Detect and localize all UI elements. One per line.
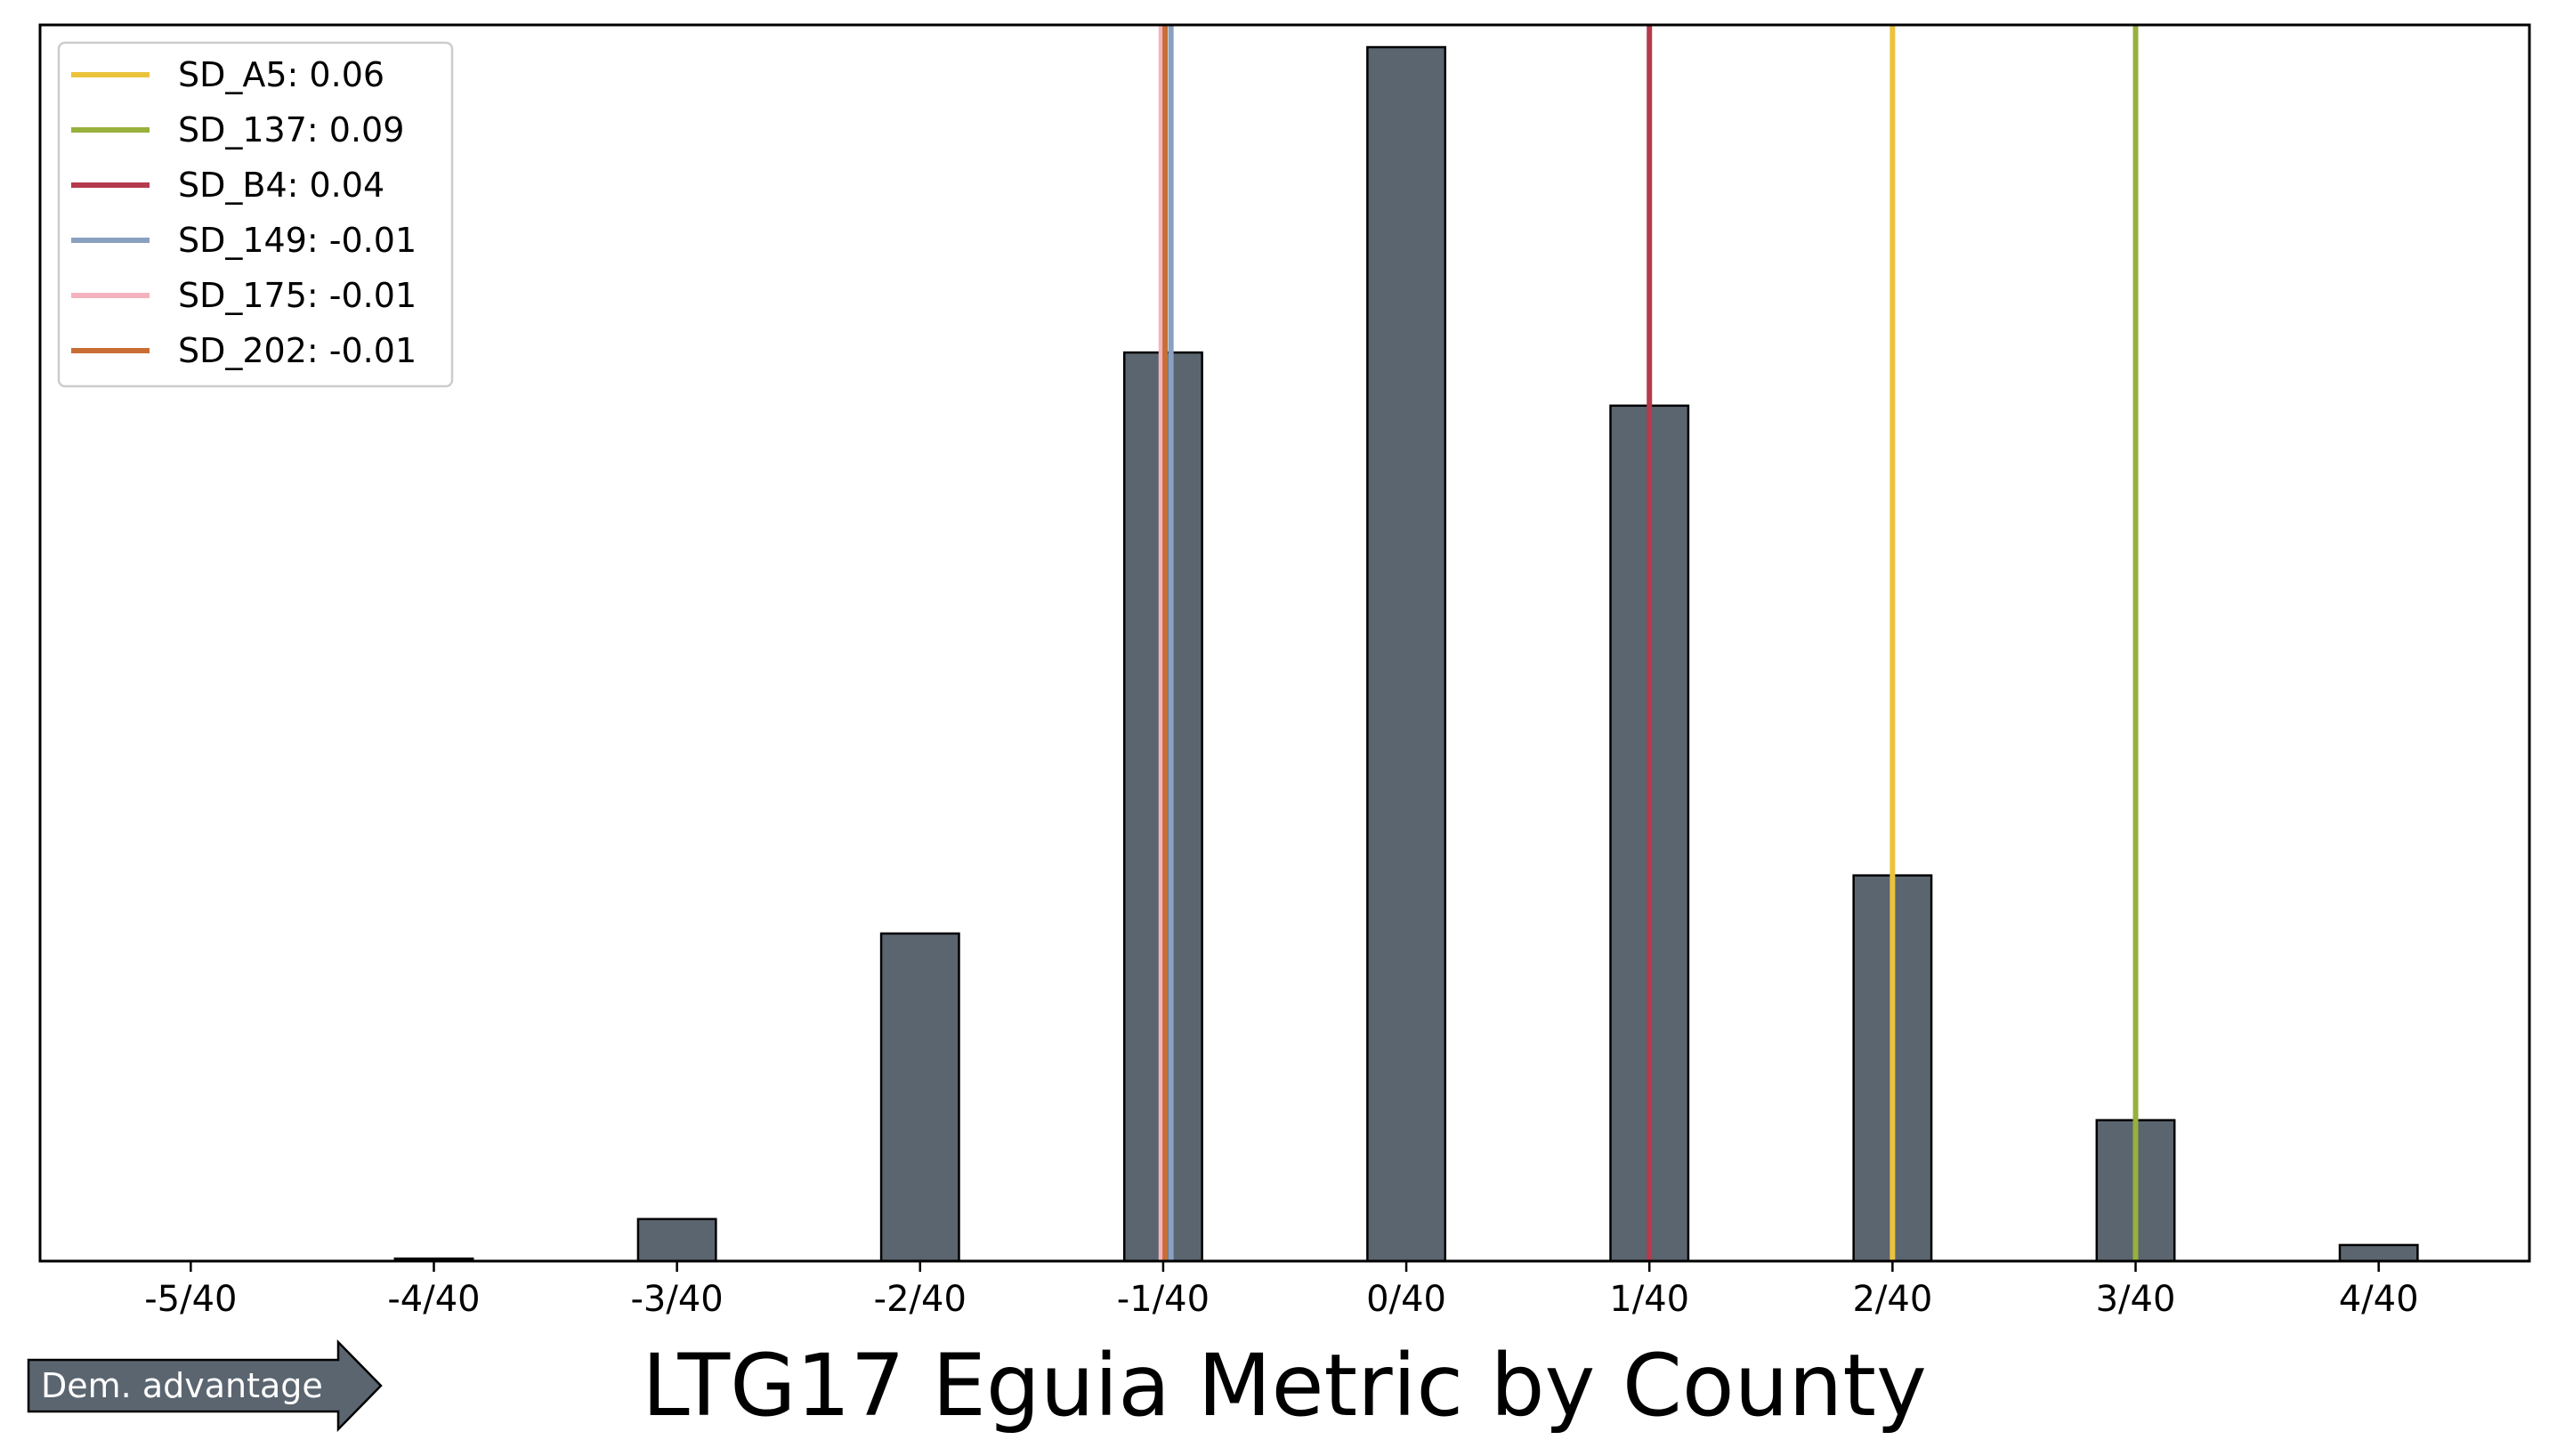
x-tick-label: -3/40 bbox=[631, 1279, 724, 1320]
x-tick-label: 1/40 bbox=[1609, 1279, 1689, 1320]
legend-entry-label: SD_B4: 0.04 bbox=[178, 166, 384, 205]
chart-title: LTG17 Eguia Metric by County bbox=[642, 1336, 1927, 1436]
histogram-bar bbox=[1366, 45, 1447, 1263]
x-tick-label: 2/40 bbox=[1852, 1279, 1932, 1320]
x-tick-label: -2/40 bbox=[874, 1279, 967, 1320]
x-tick-label: 0/40 bbox=[1366, 1279, 1446, 1320]
legend-entry-label: SD_202: -0.01 bbox=[178, 331, 417, 370]
histogram-bar bbox=[2338, 1243, 2419, 1263]
legend-entry-label: SD_175: -0.01 bbox=[178, 276, 417, 315]
x-tick-label: 3/40 bbox=[2096, 1279, 2176, 1320]
histogram-bars bbox=[393, 45, 2419, 1263]
legend-entry-label: SD_A5: 0.06 bbox=[178, 55, 384, 94]
x-tick-label: 4/40 bbox=[2339, 1279, 2419, 1320]
arrow-icon bbox=[27, 1339, 383, 1433]
x-tick-label: -5/40 bbox=[144, 1279, 237, 1320]
dem-advantage-arrow: Dem. advantage bbox=[27, 1339, 383, 1433]
x-axis-ticks: -5/40 -4/40 -3/40 -2/40 -1/40 0/40 1/40 2/40 3/4… bbox=[144, 1261, 2419, 1320]
legend-entry-label: SD_149: -0.01 bbox=[178, 221, 417, 260]
x-tick-label: -1/40 bbox=[1117, 1279, 1210, 1320]
legend-box bbox=[57, 41, 454, 388]
x-tick-label: -4/40 bbox=[387, 1279, 480, 1320]
dem-advantage-label: Dem. advantage bbox=[41, 1366, 323, 1405]
legend-entry-label: SD_137: 0.09 bbox=[178, 110, 404, 150]
histogram-bar bbox=[636, 1217, 717, 1263]
histogram-bar bbox=[879, 932, 960, 1263]
legend: SD_A5: 0.06 SD_137: 0.09 SD_B4: 0.04 SD_149… bbox=[57, 41, 454, 388]
plot-frame bbox=[38, 23, 2531, 1263]
reference-lines bbox=[1158, 25, 2139, 1261]
